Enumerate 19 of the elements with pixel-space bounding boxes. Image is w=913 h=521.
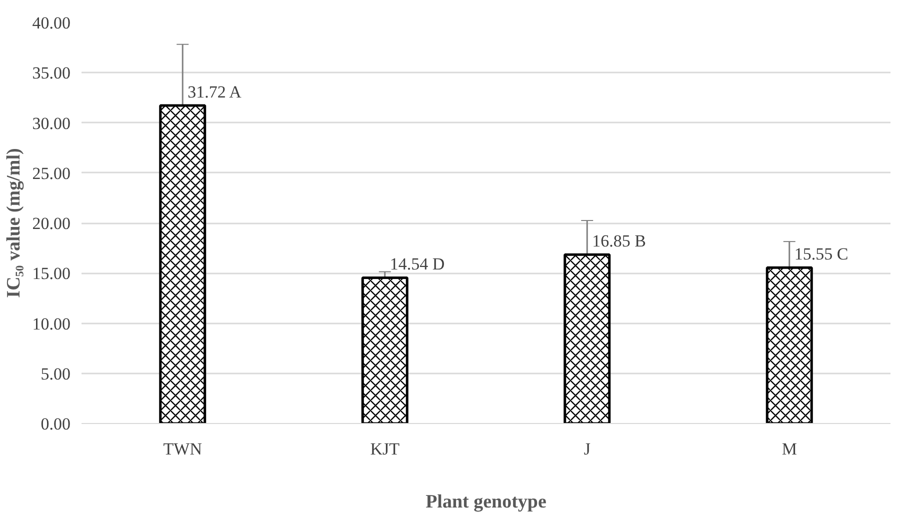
data-label: 14.54 D [390,254,445,274]
y-tick-label: 30.00 [32,114,70,133]
data-label: 16.85 B [592,232,646,251]
y-tick-label: 20.00 [32,214,70,233]
y-tick-label: 40.00 [32,14,70,32]
y-tick-label: 35.00 [32,64,70,83]
y-tick-label: 5.00 [40,364,70,384]
x-axis-title: Plant genotype [426,492,546,512]
y-tick-label: 10.00 [32,314,70,334]
x-tick-label: TWN [163,440,202,458]
y-tick-label: 15.00 [32,264,70,284]
y-tick-label: 0.00 [40,414,70,434]
y-axis-title: IC₅₀ value (mg/ml) [3,148,24,298]
data-label: 31.72 A [188,82,242,102]
data-label: 15.55 C [794,244,848,264]
x-tick-label: J [584,440,591,458]
x-tick-label: KJT [370,440,400,458]
y-tick-label: 25.00 [32,164,70,183]
x-tick-label: M [782,440,797,458]
